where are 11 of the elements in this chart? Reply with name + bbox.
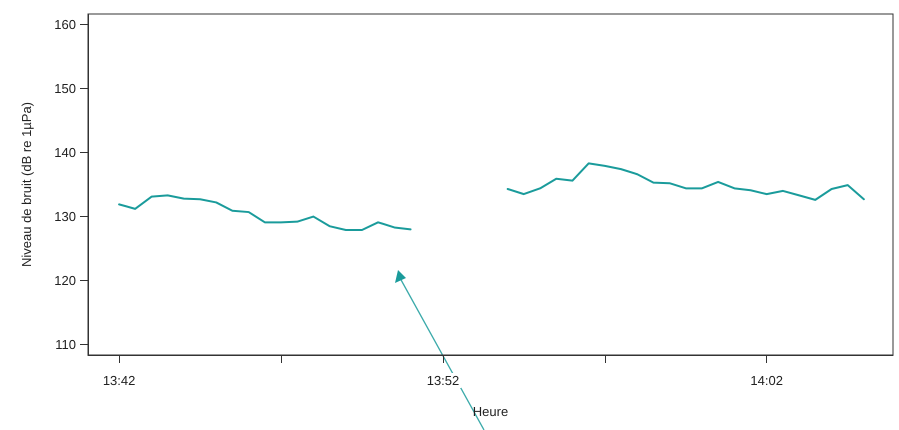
y-tick-label: 130 [54,209,76,224]
x-tick-label: 14:02 [750,373,783,388]
y-tick-label: 110 [55,337,76,352]
y-tick-label: 140 [54,144,76,160]
x-tick-label: 13:52 [426,373,460,388]
y-tick-label: 160 [54,16,76,32]
y-tick-label: 120 [54,273,76,288]
x-axis-title: Heure [472,404,508,419]
x-tick-label: 13:42 [102,373,136,388]
y-axis-title: Niveau de bruit (dB re 1µPa) [19,102,34,268]
y-tick-label: 150 [54,80,76,96]
